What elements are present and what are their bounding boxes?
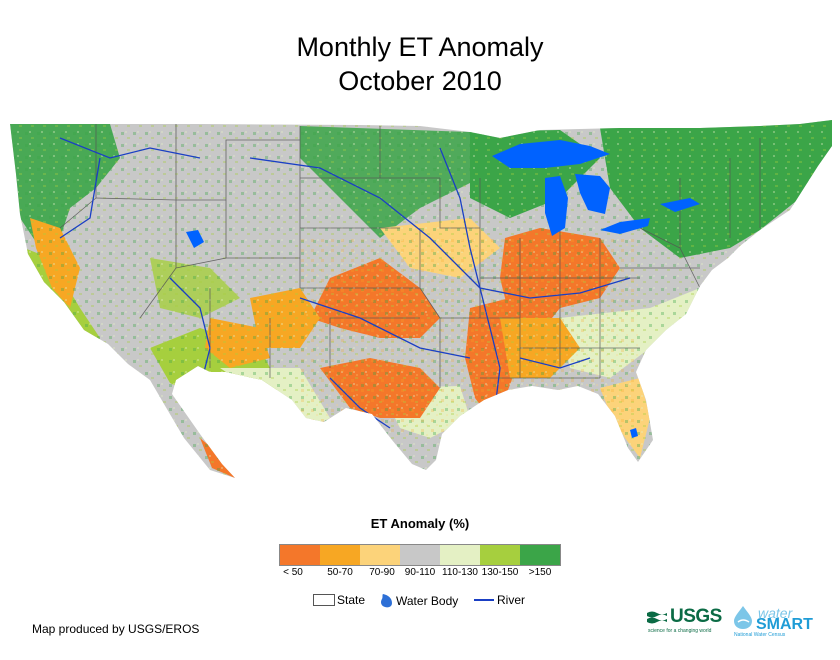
water-bodies: [186, 140, 700, 438]
legend-label-110-130: 110-130: [442, 567, 478, 578]
watersmart-drop-icon: [734, 606, 752, 629]
usgs-tagline: science for a changing world: [648, 628, 712, 634]
map-title: Monthly ET Anomaly: [296, 32, 544, 62]
map-subtitle: October 2010: [338, 66, 502, 96]
legend-swatch-70-90: [360, 545, 400, 565]
legend-key-river: River: [474, 593, 525, 607]
legend-key-state: State: [313, 593, 365, 607]
legend-label-90-110: 90-110: [404, 567, 436, 578]
legend-key-water-body-label: Water Body: [396, 594, 459, 608]
legend-label-130-150: 130-150: [481, 567, 519, 578]
lake-huron: [575, 174, 610, 214]
legend-swatch-gt150: [520, 545, 560, 565]
legend-swatch-110-130: [440, 545, 480, 565]
legend-swatch-50-70: [320, 545, 360, 565]
legend-label-gt150: >150: [528, 567, 552, 578]
lake-michigan: [545, 176, 568, 236]
legend-label-lt50: < 50: [283, 567, 303, 578]
legend-swatch-130-150: [480, 545, 520, 565]
legend-color-bar: [279, 544, 561, 566]
map-credit: Map produced by USGS/EROS: [32, 622, 200, 636]
usgs-logo: USGS: [670, 606, 722, 627]
legend-key-river-label: River: [497, 593, 526, 607]
usgs-waves-icon: [647, 611, 667, 624]
great-salt-lake: [186, 230, 204, 248]
lake-ontario: [660, 198, 700, 212]
legend-key-water-body: Water Body: [378, 593, 458, 609]
watersmart-logo-smart: SMART: [756, 616, 813, 633]
us-et-anomaly-map: [10, 120, 832, 478]
watersmart-logo-water: water: [758, 605, 793, 621]
legend-title: ET Anomaly (%): [370, 516, 470, 531]
state-symbol: [313, 594, 335, 606]
lake-superior: [492, 140, 610, 168]
state-boundaries: [59, 124, 761, 388]
lake-okeechobee: [630, 428, 638, 438]
river-line-icon: [474, 599, 494, 601]
watersmart-tagline: National Water Census: [734, 632, 786, 638]
legend-key-state-label: State: [337, 593, 366, 607]
lake-erie: [600, 218, 650, 234]
water-body-icon: [381, 594, 392, 608]
legend-swatch-90-110: [400, 545, 440, 565]
legend-label-70-90: 70-90: [369, 567, 395, 578]
legend-label-50-70: 50-70: [327, 567, 353, 578]
legend-swatch-lt50: [280, 545, 320, 565]
